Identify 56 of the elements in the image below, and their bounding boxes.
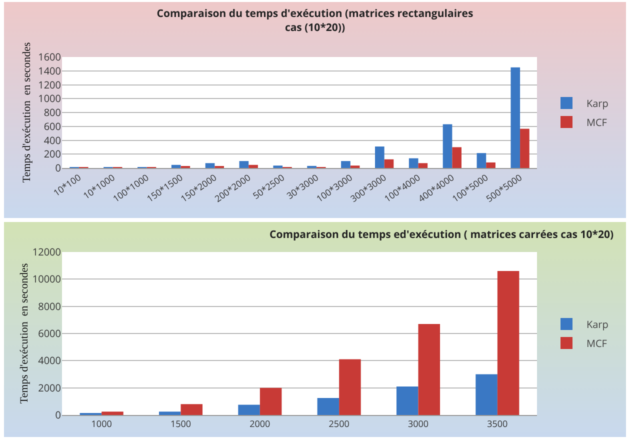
y-tick-label: 0 (55, 408, 62, 422)
bar (341, 161, 350, 168)
bar (476, 153, 486, 168)
bar (418, 324, 440, 415)
y-axis-title: Temps d'exécution en secondes (21, 42, 33, 183)
x-tick-label: 1000 (91, 416, 112, 430)
bar (418, 163, 428, 168)
y-tick-label: 600 (44, 118, 62, 133)
bar (239, 161, 249, 168)
x-tick-label: 1500 (170, 416, 192, 430)
legend-label: MCF (586, 336, 607, 350)
bar (260, 388, 282, 415)
x-tick-label: 3500 (487, 416, 508, 430)
legend-label: Karp (586, 316, 608, 331)
bar (205, 163, 215, 168)
bar (442, 124, 452, 168)
bar (180, 404, 203, 415)
y-tick-label: 12000 (32, 244, 62, 258)
legend-label: Karp (586, 96, 608, 110)
y-tick-label: 1600 (38, 50, 62, 64)
x-tick-label: 2000 (250, 416, 270, 430)
x-tick-label: 2500 (328, 416, 350, 430)
bar (102, 412, 124, 415)
y-tick-label: 6000 (38, 326, 62, 340)
y-tick-label: 200 (44, 146, 62, 161)
y-axis-title: Temps d'exécution en secondes (18, 263, 30, 404)
bar (238, 404, 260, 415)
y-tick-label: 4000 (38, 353, 62, 368)
bar (396, 386, 418, 415)
bar (248, 164, 258, 168)
bar (158, 412, 181, 415)
y-tick-label: 2000 (38, 380, 62, 394)
y-tick-label: 0 (55, 160, 62, 174)
y-tick-label: 400 (44, 132, 62, 147)
y-tick-label: 800 (44, 105, 62, 119)
y-tick-label: 8000 (38, 298, 62, 313)
bar (171, 164, 181, 168)
bar (374, 146, 384, 168)
bar (452, 147, 462, 168)
bar (520, 128, 530, 168)
legend-label: MCF (586, 114, 607, 129)
bar (486, 162, 496, 168)
y-tick-label: 1400 (38, 63, 62, 78)
y-tick-label: 10000 (32, 272, 62, 286)
chart-title: Comparaison du temps ed'exécution ( matrices carrées cas 10*20) (270, 228, 614, 242)
bar (339, 359, 361, 415)
bar (497, 271, 520, 415)
y-tick-label: 1200 (38, 77, 62, 92)
bar (317, 398, 340, 415)
y-tick-label: 1000 (38, 91, 62, 106)
chart-title: Comparaison du temps d'exécution (matrices rectangulaires cas (10*20)) (156, 7, 474, 35)
bar (408, 158, 418, 168)
bar (510, 67, 520, 168)
bar (476, 374, 498, 415)
x-tick-label: 3000 (408, 416, 429, 430)
bar (384, 159, 394, 168)
